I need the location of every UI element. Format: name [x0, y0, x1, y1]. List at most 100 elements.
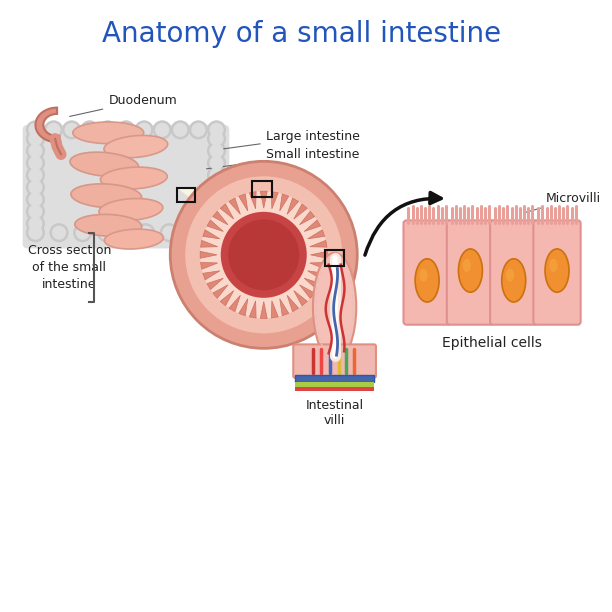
Circle shape [50, 224, 68, 242]
FancyBboxPatch shape [447, 220, 494, 325]
Polygon shape [280, 299, 289, 316]
Circle shape [210, 181, 223, 194]
Polygon shape [200, 252, 217, 258]
Circle shape [174, 124, 187, 136]
Circle shape [74, 224, 92, 242]
Circle shape [140, 226, 152, 239]
Circle shape [210, 132, 223, 145]
FancyBboxPatch shape [534, 220, 581, 325]
Text: Anatomy of a small intestine: Anatomy of a small intestine [102, 20, 501, 48]
Polygon shape [260, 302, 267, 318]
Circle shape [210, 226, 223, 239]
Circle shape [138, 124, 151, 136]
Polygon shape [271, 192, 278, 209]
Polygon shape [249, 301, 256, 318]
Circle shape [137, 224, 154, 242]
Circle shape [221, 212, 307, 298]
Polygon shape [287, 296, 299, 312]
Circle shape [185, 176, 342, 334]
Circle shape [210, 124, 223, 136]
FancyBboxPatch shape [403, 220, 450, 325]
Circle shape [135, 121, 153, 139]
Circle shape [170, 162, 357, 348]
Circle shape [29, 226, 42, 239]
Text: Small intestine: Small intestine [206, 148, 359, 169]
Circle shape [76, 226, 89, 239]
Circle shape [207, 142, 225, 160]
Circle shape [29, 217, 42, 230]
Polygon shape [239, 194, 248, 211]
Polygon shape [299, 285, 315, 298]
Circle shape [200, 191, 327, 318]
Circle shape [26, 121, 44, 139]
Text: Large intestine: Large intestine [221, 130, 360, 149]
Polygon shape [220, 291, 234, 306]
Circle shape [81, 121, 99, 139]
Polygon shape [304, 220, 321, 231]
Ellipse shape [313, 253, 356, 361]
Circle shape [207, 121, 225, 139]
Ellipse shape [105, 229, 163, 249]
Text: Cross section
of the small
intestine: Cross section of the small intestine [28, 244, 111, 291]
FancyBboxPatch shape [490, 220, 537, 325]
Circle shape [29, 169, 42, 182]
Circle shape [207, 215, 225, 233]
Circle shape [26, 179, 44, 196]
Circle shape [26, 130, 44, 147]
Polygon shape [299, 211, 315, 225]
Circle shape [102, 124, 114, 136]
Circle shape [210, 205, 223, 218]
Circle shape [29, 132, 42, 145]
Text: Intestinal
villi: Intestinal villi [305, 398, 364, 427]
Polygon shape [308, 230, 325, 239]
Ellipse shape [73, 122, 144, 144]
Circle shape [29, 124, 42, 136]
Circle shape [207, 154, 225, 172]
Bar [295, 387, 374, 390]
Circle shape [210, 193, 223, 206]
Polygon shape [177, 188, 338, 283]
Circle shape [29, 181, 42, 194]
Bar [177, 188, 195, 202]
Polygon shape [280, 194, 289, 211]
Circle shape [207, 203, 225, 220]
Circle shape [210, 144, 223, 157]
Circle shape [47, 124, 60, 136]
Ellipse shape [415, 259, 439, 302]
Circle shape [207, 130, 225, 147]
Circle shape [160, 224, 178, 242]
Circle shape [190, 121, 207, 139]
Polygon shape [304, 278, 321, 289]
Circle shape [83, 124, 96, 136]
Polygon shape [310, 241, 327, 247]
Circle shape [100, 226, 113, 239]
Circle shape [119, 124, 132, 136]
Circle shape [26, 191, 44, 208]
Circle shape [154, 121, 171, 139]
Ellipse shape [502, 259, 526, 302]
Circle shape [53, 226, 65, 239]
Bar [252, 181, 272, 197]
Ellipse shape [549, 259, 558, 272]
Circle shape [207, 166, 225, 184]
Circle shape [26, 224, 44, 242]
Polygon shape [294, 204, 307, 219]
Polygon shape [213, 211, 228, 225]
Ellipse shape [545, 249, 569, 292]
FancyBboxPatch shape [293, 345, 376, 378]
Circle shape [210, 157, 223, 170]
Circle shape [26, 166, 44, 184]
Polygon shape [203, 230, 220, 239]
Circle shape [187, 226, 200, 239]
Ellipse shape [419, 269, 428, 282]
Ellipse shape [463, 259, 471, 272]
Circle shape [45, 121, 62, 139]
Ellipse shape [71, 184, 141, 207]
Ellipse shape [458, 249, 482, 292]
Ellipse shape [506, 269, 514, 282]
Polygon shape [249, 192, 256, 209]
Circle shape [26, 215, 44, 233]
Ellipse shape [100, 167, 167, 189]
Polygon shape [201, 263, 218, 269]
Circle shape [29, 193, 42, 206]
